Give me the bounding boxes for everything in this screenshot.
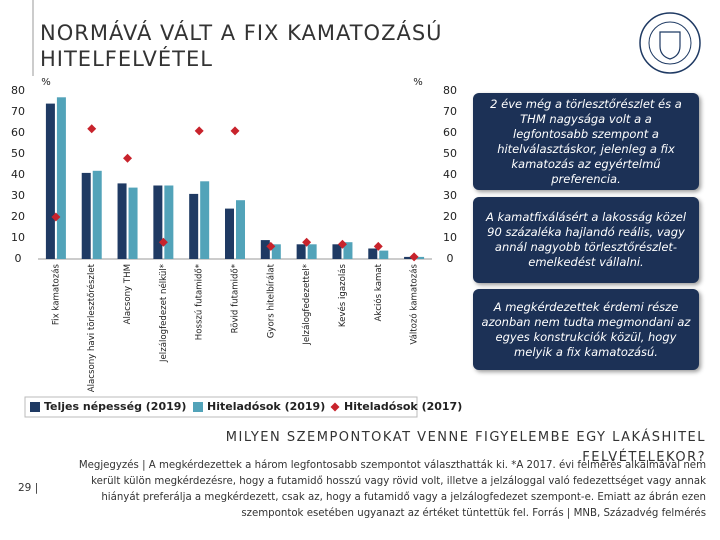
x-tick-label: Változó kamatozás xyxy=(409,263,420,344)
x-tick-label: Kevés igazolás xyxy=(337,263,348,327)
x-tick-label: Rövid futamidő* xyxy=(231,263,241,333)
legend-swatch xyxy=(30,402,40,412)
bar xyxy=(45,103,55,259)
bar xyxy=(260,240,270,259)
slide-title: NORMÁVÁ VÁLT A FIX KAMATOZÁSÚ HITELFELVÉ… xyxy=(40,21,443,71)
y-tick-label: 0 xyxy=(15,252,22,265)
bar xyxy=(368,248,378,259)
bar xyxy=(92,170,102,259)
legend-box xyxy=(24,396,418,418)
y-tick-label: 50 xyxy=(11,147,25,160)
callout: 2 éve még a törlesztőrészlet és a THM na… xyxy=(473,93,699,190)
marker xyxy=(158,237,168,247)
legend-swatch xyxy=(193,402,203,412)
marker xyxy=(373,241,383,251)
footnote: Megjegyzés | A megkérdezettek a három le… xyxy=(78,460,706,519)
marker xyxy=(302,237,312,247)
bar xyxy=(343,242,353,259)
callout: A megkérdezettek érdemi része azonban ne… xyxy=(473,289,699,370)
legend-label: Hiteladósok (2019) xyxy=(207,400,325,413)
marker xyxy=(51,212,61,222)
callout: A kamatfixálásért a lakosság közel 90 sz… xyxy=(473,197,699,283)
legend-label: Teljes népesség (2019) xyxy=(44,400,186,413)
y2-tick-label: 0 xyxy=(447,252,454,265)
y2-tick-label: 30 xyxy=(443,189,457,202)
y2-tick-label: 50 xyxy=(443,147,457,160)
marker xyxy=(337,239,347,249)
x-tick-label: Jelzálogfedezet nélkül* xyxy=(158,263,169,363)
y2-tick-label: 40 xyxy=(443,168,457,181)
y2-axis-label: % xyxy=(413,77,423,88)
bar xyxy=(153,185,163,259)
y-tick-label: 10 xyxy=(11,231,25,244)
bar xyxy=(307,244,317,259)
y2-tick-label: 80 xyxy=(443,84,457,97)
x-tick-label: Jelzálogfedezettel* xyxy=(302,263,312,345)
bar xyxy=(271,244,281,259)
y2-tick-label: 60 xyxy=(443,126,457,139)
bar xyxy=(332,244,342,259)
marker xyxy=(409,252,419,262)
x-tick-label: Alacsony havi törlesztőrészlet xyxy=(86,263,97,392)
marker xyxy=(194,126,204,136)
y-tick-label: 60 xyxy=(11,126,25,139)
x-tick-label: Hosszú futamidő* xyxy=(195,263,205,340)
x-tick-label: Akciós kamat xyxy=(373,263,384,321)
logo xyxy=(639,12,701,74)
bar xyxy=(415,256,425,259)
y-tick-label: 20 xyxy=(11,210,25,223)
x-tick-label: Gyors hitelbírálat xyxy=(266,263,276,338)
y-tick-label: 40 xyxy=(11,168,25,181)
y-tick-label: 70 xyxy=(11,105,25,118)
bar xyxy=(225,208,234,259)
legend-marker xyxy=(330,402,340,412)
y-tick-label: 30 xyxy=(11,189,25,202)
bar xyxy=(189,193,199,259)
legend-label: Hiteladósok (2017) xyxy=(344,400,462,413)
x-tick-label: Fix kamatozás xyxy=(51,263,61,325)
x-tick-label: Alacsony THM xyxy=(123,264,133,324)
marker xyxy=(123,153,133,163)
y2-tick-label: 10 xyxy=(443,231,457,244)
marker xyxy=(230,126,240,136)
marker xyxy=(87,124,97,134)
y-axis-label: % xyxy=(41,77,51,88)
bar xyxy=(296,244,306,259)
bar xyxy=(128,187,138,259)
y-tick-label: 80 xyxy=(11,84,25,97)
bar xyxy=(164,185,174,259)
marker xyxy=(266,241,276,251)
bar xyxy=(236,200,245,259)
bar xyxy=(56,97,66,259)
bar xyxy=(404,256,414,259)
bar xyxy=(117,183,127,259)
bar xyxy=(81,172,91,259)
chart-question: MILYEN SZEMPONTOKAT VENNE FIGYELEMBE EGY… xyxy=(225,430,706,465)
bar xyxy=(379,250,389,259)
y2-tick-label: 70 xyxy=(443,105,457,118)
y2-tick-label: 20 xyxy=(443,210,457,223)
bar xyxy=(200,181,210,259)
page-number: 29 | xyxy=(18,482,39,494)
